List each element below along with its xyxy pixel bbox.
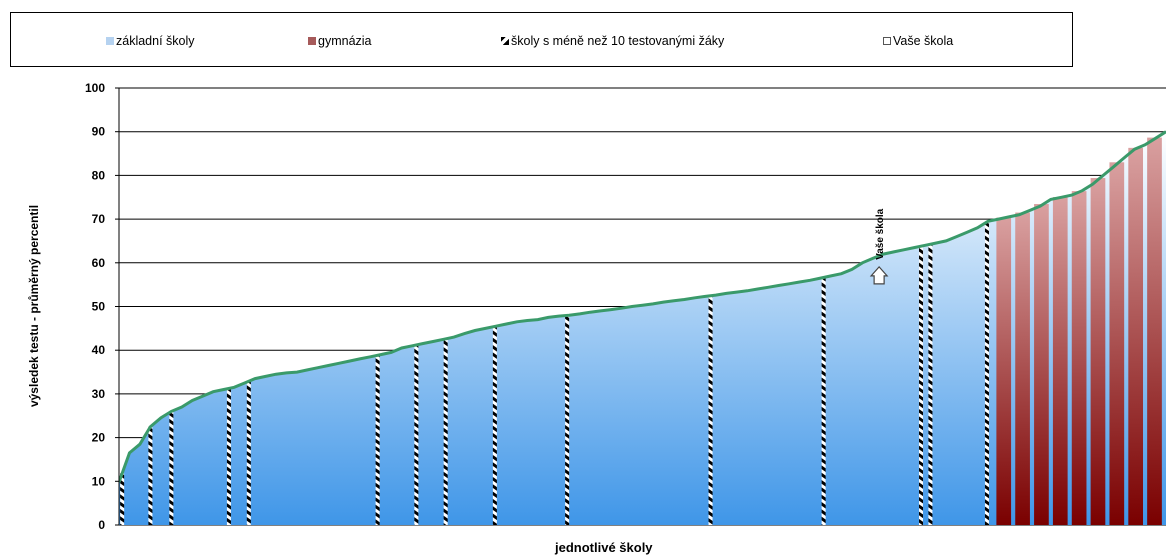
gymnasium-bar xyxy=(1147,137,1162,525)
your-school-label: Vaše škola xyxy=(875,208,886,260)
primary-area xyxy=(119,131,1166,525)
legend-item-gymnasium: gymnázia xyxy=(308,34,372,48)
small-school-marker xyxy=(169,411,174,525)
legend-item-small: školy s méně než 10 testovanými žáky xyxy=(501,34,724,48)
small-school-marker xyxy=(246,381,251,525)
small-school-marker xyxy=(928,244,933,525)
small-school-marker xyxy=(984,221,989,525)
legend-label-primary: základní školy xyxy=(116,34,195,48)
legend-label-yours: Vaše škola xyxy=(893,34,954,48)
y-axis-label: výsledek testu - průměrný percentil xyxy=(27,204,41,408)
swatch-small-school-icon xyxy=(501,37,509,45)
small-school-marker xyxy=(919,246,924,525)
y-tick-label: 60 xyxy=(92,256,106,270)
y-tick-label: 100 xyxy=(85,81,105,95)
small-school-marker xyxy=(375,355,380,525)
gymnasium-bar xyxy=(1034,204,1049,525)
y-tick-label: 20 xyxy=(92,431,106,445)
small-school-marker xyxy=(414,344,419,525)
y-tick-label: 90 xyxy=(92,125,106,139)
y-tick-label: 50 xyxy=(92,300,106,314)
swatch-house-icon xyxy=(883,37,891,45)
gymnasium-bar xyxy=(1052,197,1068,525)
y-tick-label: 40 xyxy=(92,343,106,357)
small-school-marker xyxy=(708,295,713,525)
gymnasium-bar xyxy=(1090,178,1106,525)
small-school-marker xyxy=(148,426,153,525)
small-school-marker xyxy=(443,338,448,525)
y-tick-label: 30 xyxy=(92,387,106,401)
house-icon xyxy=(869,266,889,285)
swatch-primary-icon xyxy=(106,37,114,45)
series-line xyxy=(119,130,1166,483)
y-tick-label: 70 xyxy=(92,212,106,226)
gymnasium-bar xyxy=(1015,212,1030,525)
y-tick-label: 10 xyxy=(92,474,106,488)
small-school-marker xyxy=(492,326,497,525)
small-school-marker xyxy=(821,277,826,525)
x-axis-label: jednotlivé školy xyxy=(555,540,653,555)
y-tick-label: 0 xyxy=(98,518,105,532)
legend-item-yours: Vaše škola xyxy=(883,34,953,48)
legend-label-gymnasium: gymnázia xyxy=(318,34,372,48)
gymnasium-bar xyxy=(1109,162,1125,525)
legend-label-small: školy s méně než 10 testovanými žáky xyxy=(511,34,725,48)
small-school-marker xyxy=(120,473,125,525)
gymnasium-bar xyxy=(996,217,1012,525)
small-school-marker xyxy=(565,315,570,525)
legend: základní školy gymnázia školy s méně než… xyxy=(10,12,1073,67)
legend-item-primary: základní školy xyxy=(106,34,195,48)
swatch-gymnasium-icon xyxy=(308,37,316,45)
gymnasium-bar xyxy=(1071,191,1087,525)
small-school-marker xyxy=(226,388,231,525)
y-tick-label: 80 xyxy=(92,168,106,182)
gymnasium-bar xyxy=(1128,147,1144,525)
